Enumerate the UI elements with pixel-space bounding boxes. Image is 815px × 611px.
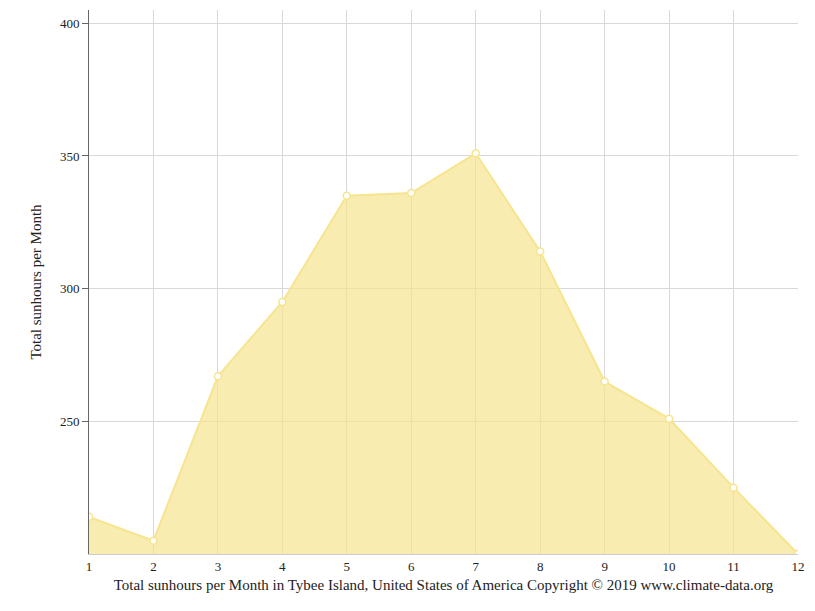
svg-text:8: 8 <box>537 559 544 574</box>
svg-text:1: 1 <box>86 559 93 574</box>
svg-text:3: 3 <box>215 559 222 574</box>
svg-text:9: 9 <box>601 559 608 574</box>
svg-text:300: 300 <box>60 281 80 296</box>
svg-text:10: 10 <box>663 559 676 574</box>
svg-text:350: 350 <box>60 149 80 164</box>
svg-text:6: 6 <box>408 559 415 574</box>
svg-text:4: 4 <box>279 559 286 574</box>
svg-text:Total sunhours per Month in Ty: Total sunhours per Month in Tybee Island… <box>114 577 774 593</box>
svg-text:7: 7 <box>472 559 479 574</box>
svg-text:2: 2 <box>150 559 157 574</box>
svg-text:400: 400 <box>60 16 80 31</box>
svg-text:250: 250 <box>60 414 80 429</box>
svg-text:Total sunhours per Month: Total sunhours per Month <box>28 204 44 360</box>
svg-text:11: 11 <box>727 559 740 574</box>
svg-text:12: 12 <box>792 559 805 574</box>
svg-text:5: 5 <box>344 559 351 574</box>
